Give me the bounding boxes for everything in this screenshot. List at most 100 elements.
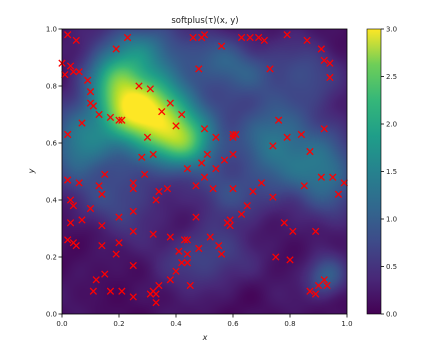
data-point: [86, 204, 95, 213]
data-point: [192, 182, 200, 190]
data-point: [180, 236, 189, 244]
data-point: [320, 276, 328, 284]
colorbar-gradient: [366, 28, 382, 315]
data-point: [311, 290, 320, 298]
y-tick-label: 0.2: [46, 254, 57, 262]
x-tick-label: 0.6: [227, 320, 239, 328]
x-axis: 0.0 0.2 0.4 0.6 0.8 1.0: [56, 314, 353, 328]
data-point: [61, 70, 69, 79]
data-point: [266, 65, 274, 73]
data-point: [158, 107, 166, 116]
data-point: [112, 250, 120, 258]
x-tick-label: 0.0: [56, 320, 67, 328]
data-point: [197, 159, 206, 167]
chart-title: softplus(τ)(x, y): [171, 16, 238, 26]
data-point: [212, 133, 220, 141]
data-point: [115, 213, 123, 221]
data-point: [189, 33, 197, 42]
data-point: [183, 259, 192, 267]
data-point: [326, 73, 334, 82]
data-point: [75, 68, 83, 76]
data-point: [69, 202, 78, 210]
data-point: [178, 110, 186, 119]
data-point: [195, 65, 203, 73]
data-point: [329, 173, 337, 181]
data-point: [86, 99, 95, 107]
data-point: [272, 253, 280, 261]
x-tick-label: 0.8: [284, 320, 295, 328]
data-point: [200, 125, 209, 133]
data-point: [64, 176, 72, 184]
data-point: [300, 182, 308, 190]
data-point: [323, 281, 331, 290]
data-point: [78, 216, 86, 224]
data-point: [326, 59, 334, 67]
colorbar-tick-label: 2.5: [386, 73, 397, 81]
data-point: [283, 133, 291, 141]
data-point: [274, 116, 283, 124]
data-point: [334, 190, 343, 198]
data-point: [260, 36, 269, 45]
data-point: [229, 150, 237, 159]
colorbar-tick-label: 2.0: [386, 121, 397, 129]
data-point: [246, 33, 254, 42]
data-point: [340, 179, 348, 187]
colorbar: 0.0 0.5 1.0 1.5 2.0 2.5 3.0: [366, 26, 397, 319]
data-point: [317, 45, 326, 53]
data-point: [172, 122, 180, 130]
colorbar-tick-label: 1.5: [386, 168, 397, 176]
data-point: [118, 116, 126, 124]
data-point: [229, 130, 237, 139]
x-tick-label: 1.0: [341, 320, 352, 328]
data-point: [95, 110, 103, 119]
data-point: [289, 227, 297, 236]
data-point: [223, 219, 231, 227]
data-point: [95, 182, 103, 190]
colorbar-tick-label: 1.0: [386, 216, 397, 224]
data-point: [86, 88, 95, 96]
data-point: [129, 207, 137, 216]
plot-area: [58, 28, 348, 315]
data-point: [115, 239, 123, 247]
data-point: [183, 236, 192, 244]
data-point: [203, 150, 212, 159]
colorbar-tick-label: 0.5: [386, 263, 397, 271]
y-tick-label: 0.0: [46, 311, 57, 319]
data-point: [192, 213, 200, 221]
data-point: [166, 99, 174, 107]
data-point: [237, 33, 246, 42]
data-point: [123, 33, 132, 42]
data-point: [229, 184, 237, 193]
y-tick-label: 0.8: [46, 83, 57, 91]
data-point: [306, 287, 314, 295]
data-point: [249, 187, 257, 196]
data-point: [129, 293, 137, 301]
data-point: [155, 281, 163, 290]
data-point: [217, 250, 226, 258]
data-point: [212, 164, 220, 173]
data-point: [64, 130, 72, 139]
data-point: [143, 133, 152, 141]
data-point: [75, 179, 83, 187]
data-point: [138, 153, 146, 161]
data-point: [317, 173, 326, 181]
scatter-points: [58, 31, 348, 307]
data-point: [237, 210, 246, 218]
data-point: [229, 133, 237, 141]
data-point: [320, 56, 328, 65]
data-point: [135, 82, 143, 90]
data-point: [217, 42, 226, 50]
data-point: [183, 164, 192, 173]
data-point: [215, 241, 223, 250]
data-point: [206, 233, 214, 241]
data-point: [129, 179, 137, 187]
data-point: [269, 142, 277, 150]
data-point: [92, 276, 100, 284]
y-axis-label: y: [27, 168, 36, 174]
data-point: [69, 68, 78, 76]
data-point: [320, 125, 328, 133]
data-point: [152, 298, 160, 307]
data-point: [129, 261, 137, 270]
data-point: [149, 287, 157, 295]
x-tick-label: 0.2: [113, 320, 124, 328]
